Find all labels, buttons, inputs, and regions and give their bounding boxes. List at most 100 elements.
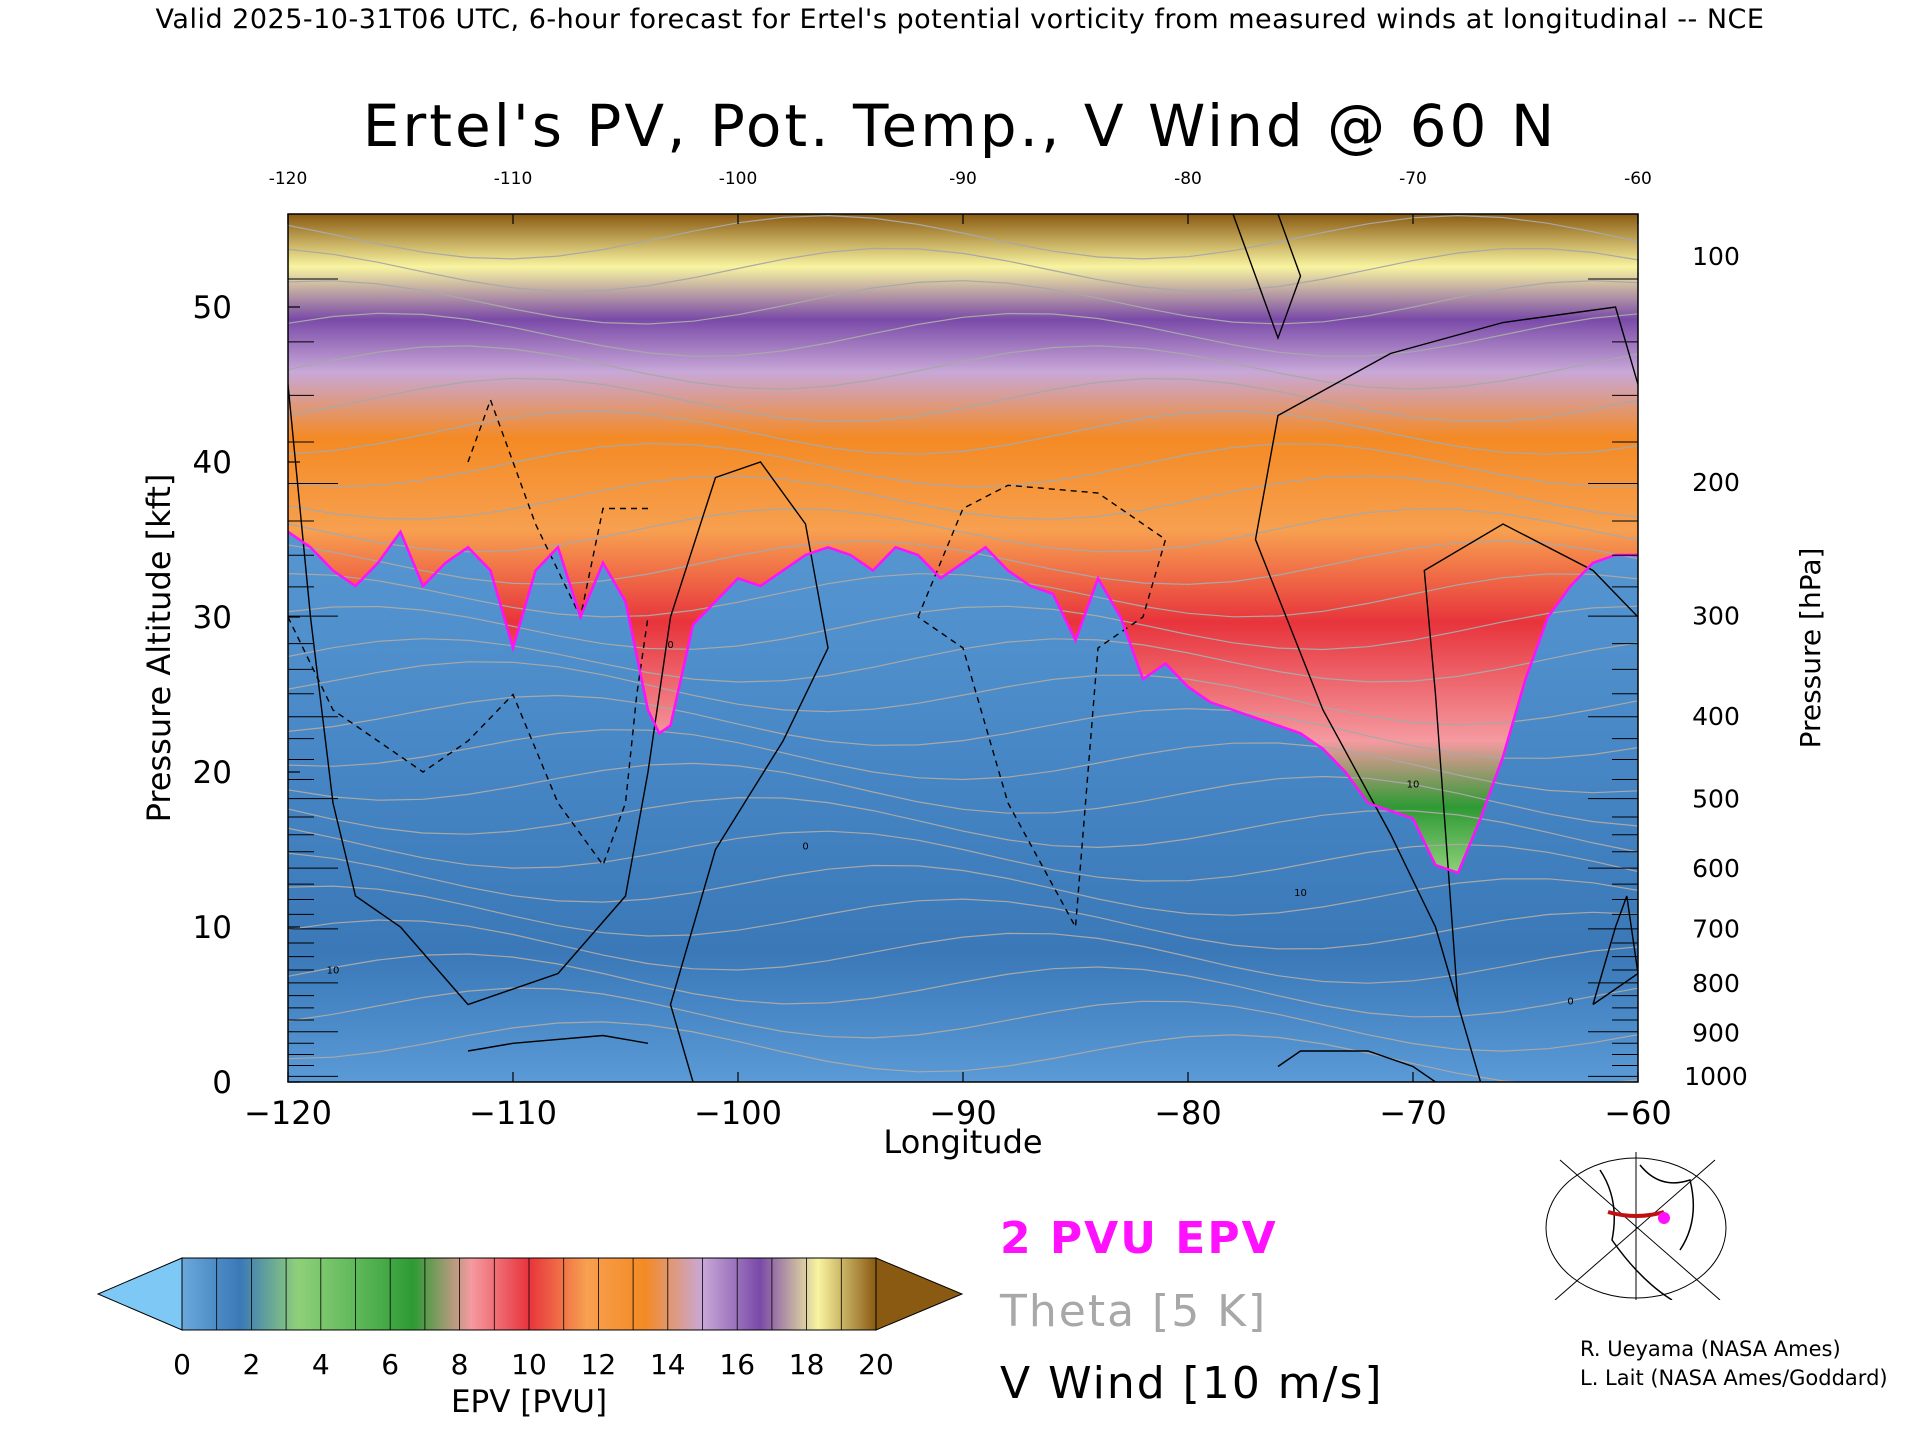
x-axis-label: Longitude (883, 1123, 1042, 1161)
colorbar-tick-label: 0 (173, 1348, 191, 1381)
colorbar-tick-label: 12 (581, 1348, 617, 1381)
theta-contour (288, 475, 1638, 520)
theta-contour (288, 796, 1638, 853)
x-tick-label: −60 (1604, 1094, 1672, 1132)
theta-contour (288, 540, 1638, 586)
pressure-tick-label: 800 (1692, 969, 1740, 998)
theta-contour (288, 1021, 1638, 1082)
theta-contour (288, 729, 1638, 794)
v-wind-contour (1254, 306, 1638, 1082)
x-top-tick-label: -120 (269, 169, 308, 189)
pressure-tick-label: 700 (1692, 915, 1740, 944)
wind-contour-label: 10 (1407, 780, 1420, 791)
colorbar-max-arrow (875, 1257, 964, 1331)
legend-pv: 2 PVU EPV (1000, 1213, 1278, 1264)
theta-contour (288, 345, 1638, 390)
x-tick-label: −80 (1154, 1094, 1222, 1132)
y-tick-label: 0 (212, 1065, 232, 1101)
v-wind-contour (467, 397, 648, 620)
colorbar-tick-label: 20 (858, 1348, 894, 1381)
pressure-tick-label: 100 (1692, 242, 1740, 271)
v-wind-contour (1277, 1050, 1436, 1082)
theta-contour (288, 312, 1638, 358)
wind-contour-label: 0 (1567, 997, 1573, 1008)
theta-contour (288, 573, 1638, 618)
pressure-tick-label: 200 (1692, 468, 1740, 497)
wind-contour-label: 0 (667, 640, 673, 651)
y2-axis-label: Pressure [hPa] (1794, 548, 1827, 749)
theta-contour (288, 661, 1638, 726)
x-top-tick-label: -100 (719, 169, 758, 189)
v-wind-contour (467, 1034, 649, 1052)
theta-contour (288, 885, 1638, 950)
colorbar-tick-label: 18 (789, 1348, 825, 1381)
colorbar-tick-label: 14 (650, 1348, 686, 1381)
x-tick-label: −70 (1379, 1094, 1447, 1132)
legend-wind: V Wind [10 m/s] (1000, 1358, 1384, 1409)
theta-contour (288, 919, 1638, 984)
v-wind-contour (1232, 214, 1302, 341)
theta-contour (288, 762, 1638, 827)
colorbar-tick-label: 2 (242, 1348, 260, 1381)
x-top-tick-label: -110 (494, 169, 533, 189)
theta-contour (288, 987, 1638, 1052)
wind-contour-label: 0 (802, 842, 808, 853)
theta-contour (288, 953, 1638, 1018)
theta-contour (288, 377, 1638, 423)
y-tick-label: 10 (193, 910, 232, 946)
credit-1: R. Ueyama (NASA Ames) (1580, 1337, 1841, 1361)
pressure-tick-label: 600 (1692, 854, 1740, 883)
colorbar-tick-label: 8 (451, 1348, 469, 1381)
wind-contour-label: 10 (327, 966, 340, 977)
v-wind-contour (1423, 523, 1638, 1005)
colorbar-tick-label: 4 (312, 1348, 330, 1381)
v-wind-contours: 0 0 10 10 0 10 (288, 214, 1638, 1082)
x-top-tick-label: -80 (1174, 169, 1202, 189)
colorbar-tick-label: 16 (719, 1348, 755, 1381)
pressure-tick-label: 300 (1692, 601, 1740, 630)
inset-map (1540, 1152, 1736, 1300)
theta-contour (288, 852, 1638, 916)
theta-contour (288, 694, 1638, 759)
stratosphere-field (288, 214, 1638, 873)
colorbar-tick-label: 10 (511, 1348, 547, 1381)
theta-contour (288, 280, 1638, 325)
y-axis-label: Pressure Altitude [kft] (140, 474, 178, 823)
x-top-tick-label: -70 (1399, 169, 1427, 189)
v-wind-contour (917, 484, 1167, 930)
v-wind-contour (1592, 895, 1638, 1006)
y-tick-label: 50 (193, 290, 232, 326)
wind-contour-label: 10 (1294, 888, 1307, 899)
pressure-tick-label: 500 (1692, 784, 1740, 813)
x-tick-label: −110 (469, 1094, 557, 1132)
theta-contour (288, 605, 1638, 651)
axis-ticks: −120 -120 −110 -110 −100 -100 −90 -90 −80 -80 −70 -… (193, 169, 1748, 1132)
colorbar-min-arrow (96, 1257, 183, 1331)
page-header: Valid 2025-10-31T06 UTC, 6-hour forecast… (155, 4, 1765, 35)
pressure-tick-label: 900 (1692, 1018, 1740, 1047)
theta-contour (288, 247, 1638, 292)
x-tick-label: −90 (929, 1094, 997, 1132)
x-top-tick-label: -90 (949, 169, 977, 189)
x-tick-label: −120 (244, 1094, 332, 1132)
plot-area: 0 0 10 10 0 10 (287, 213, 1639, 1083)
theta-contour (288, 827, 1638, 882)
y-tick-label: 20 (193, 755, 232, 791)
v-wind-contour (288, 616, 649, 867)
theta-contour (288, 410, 1638, 455)
colorbar: 0 2 4 6 8 10 12 14 16 18 20 EPV [PVU] (96, 1257, 964, 1420)
inset-marker (1658, 1212, 1670, 1224)
y-tick-label: 40 (193, 445, 232, 481)
2pvu-line (288, 529, 1638, 875)
inset-section-line (1607, 1210, 1665, 1218)
y-tick-label: 30 (193, 600, 232, 636)
legend-theta: Theta [5 K] (1000, 1286, 1268, 1337)
x-top-tick-label: -60 (1624, 169, 1652, 189)
colorbar-label: EPV [PVU] (451, 1384, 607, 1420)
pressure-tick-label: 400 (1692, 702, 1740, 731)
colorbar-tick-label: 6 (381, 1348, 399, 1381)
credit-2: L. Lait (NASA Ames/Goddard) (1580, 1366, 1888, 1390)
v-wind-contour (288, 384, 829, 1082)
x-tick-label: −100 (694, 1094, 782, 1132)
